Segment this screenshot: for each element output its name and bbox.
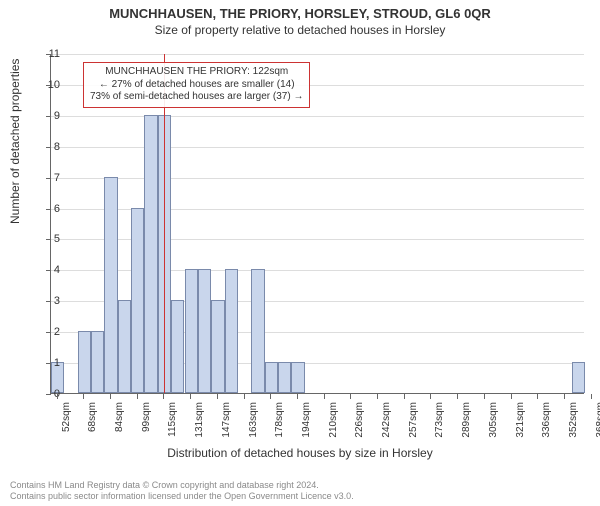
annotation-line: 73% of semi-detached houses are larger (… xyxy=(90,91,303,104)
chart-title: MUNCHHAUSEN, THE PRIORY, HORSLEY, STROUD… xyxy=(0,6,600,21)
xtick-label: 115sqm xyxy=(167,402,178,437)
y-axis-label: Number of detached properties xyxy=(8,59,22,224)
annotation-box: MUNCHHAUSEN THE PRIORY: 122sqm← 27% of d… xyxy=(83,62,310,108)
histogram-bar xyxy=(91,331,104,393)
ytick-label: 7 xyxy=(36,172,60,184)
gridline xyxy=(51,116,584,117)
histogram-bar xyxy=(278,362,291,393)
xtick-label: 84sqm xyxy=(114,402,125,432)
xtick-mark xyxy=(377,394,378,399)
xtick-mark xyxy=(297,394,298,399)
xtick-label: 305sqm xyxy=(488,402,499,438)
gridline xyxy=(51,54,584,55)
xtick-label: 147sqm xyxy=(221,402,232,438)
histogram-bar xyxy=(131,208,144,393)
chart-subtitle: Size of property relative to detached ho… xyxy=(0,23,600,37)
plot-region: MUNCHHAUSEN THE PRIORY: 122sqm← 27% of d… xyxy=(50,54,584,394)
footer-line-2: Contains public sector information licen… xyxy=(10,491,354,502)
xtick-mark xyxy=(110,394,111,399)
histogram-bar xyxy=(118,300,131,393)
xtick-mark xyxy=(350,394,351,399)
xtick-mark xyxy=(83,394,84,399)
xtick-mark xyxy=(324,394,325,399)
histogram-bar xyxy=(198,269,211,393)
xtick-label: 321sqm xyxy=(515,402,526,438)
annotation-line: MUNCHHAUSEN THE PRIORY: 122sqm xyxy=(90,66,303,79)
xtick-mark xyxy=(270,394,271,399)
xtick-mark xyxy=(484,394,485,399)
xtick-mark xyxy=(244,394,245,399)
xtick-label: 68sqm xyxy=(87,402,98,432)
histogram-bar xyxy=(185,269,198,393)
ytick-label: 6 xyxy=(36,203,60,215)
xtick-mark xyxy=(511,394,512,399)
xtick-label: 352sqm xyxy=(568,402,579,438)
ytick-label: 5 xyxy=(36,233,60,245)
xtick-label: 210sqm xyxy=(328,402,339,438)
xtick-label: 226sqm xyxy=(354,402,365,438)
xtick-label: 289sqm xyxy=(461,402,472,438)
histogram-bar xyxy=(225,269,238,393)
histogram-bar xyxy=(265,362,278,393)
xtick-mark xyxy=(163,394,164,399)
xtick-mark xyxy=(591,394,592,399)
chart-area: MUNCHHAUSEN THE PRIORY: 122sqm← 27% of d… xyxy=(50,54,584,394)
ytick-label: 1 xyxy=(36,357,60,369)
xtick-label: 163sqm xyxy=(248,402,259,438)
gridline xyxy=(51,147,584,148)
xtick-mark xyxy=(564,394,565,399)
ytick-label: 8 xyxy=(36,141,60,153)
xtick-mark xyxy=(430,394,431,399)
footer-line-1: Contains HM Land Registry data © Crown c… xyxy=(10,480,354,491)
ytick-label: 11 xyxy=(36,48,60,60)
footer-attribution: Contains HM Land Registry data © Crown c… xyxy=(10,480,354,502)
histogram-bar xyxy=(251,269,264,393)
xtick-mark xyxy=(57,394,58,399)
histogram-bar xyxy=(171,300,184,393)
xtick-label: 131sqm xyxy=(194,402,205,438)
xtick-mark xyxy=(404,394,405,399)
histogram-bar xyxy=(211,300,224,393)
ytick-label: 10 xyxy=(36,79,60,91)
xtick-label: 273sqm xyxy=(434,402,445,438)
ytick-label: 4 xyxy=(36,264,60,276)
xtick-label: 178sqm xyxy=(274,402,285,438)
xtick-label: 368sqm xyxy=(595,402,600,438)
histogram-bar xyxy=(291,362,304,393)
x-axis-label: Distribution of detached houses by size … xyxy=(0,446,600,460)
gridline xyxy=(51,178,584,179)
ytick-label: 9 xyxy=(36,110,60,122)
xtick-label: 52sqm xyxy=(61,402,72,432)
xtick-label: 194sqm xyxy=(301,402,312,438)
xtick-mark xyxy=(190,394,191,399)
xtick-label: 242sqm xyxy=(381,402,392,438)
xtick-mark xyxy=(137,394,138,399)
ytick-label: 3 xyxy=(36,295,60,307)
xtick-label: 257sqm xyxy=(408,402,419,438)
xtick-mark xyxy=(537,394,538,399)
xtick-mark xyxy=(217,394,218,399)
ytick-label: 2 xyxy=(36,326,60,338)
histogram-bar xyxy=(78,331,91,393)
histogram-bar xyxy=(144,115,157,393)
annotation-line: ← 27% of detached houses are smaller (14… xyxy=(90,79,303,92)
histogram-bar xyxy=(572,362,585,393)
xtick-label: 99sqm xyxy=(141,402,152,432)
xtick-mark xyxy=(457,394,458,399)
xtick-label: 336sqm xyxy=(541,402,552,438)
histogram-bar xyxy=(104,177,117,393)
